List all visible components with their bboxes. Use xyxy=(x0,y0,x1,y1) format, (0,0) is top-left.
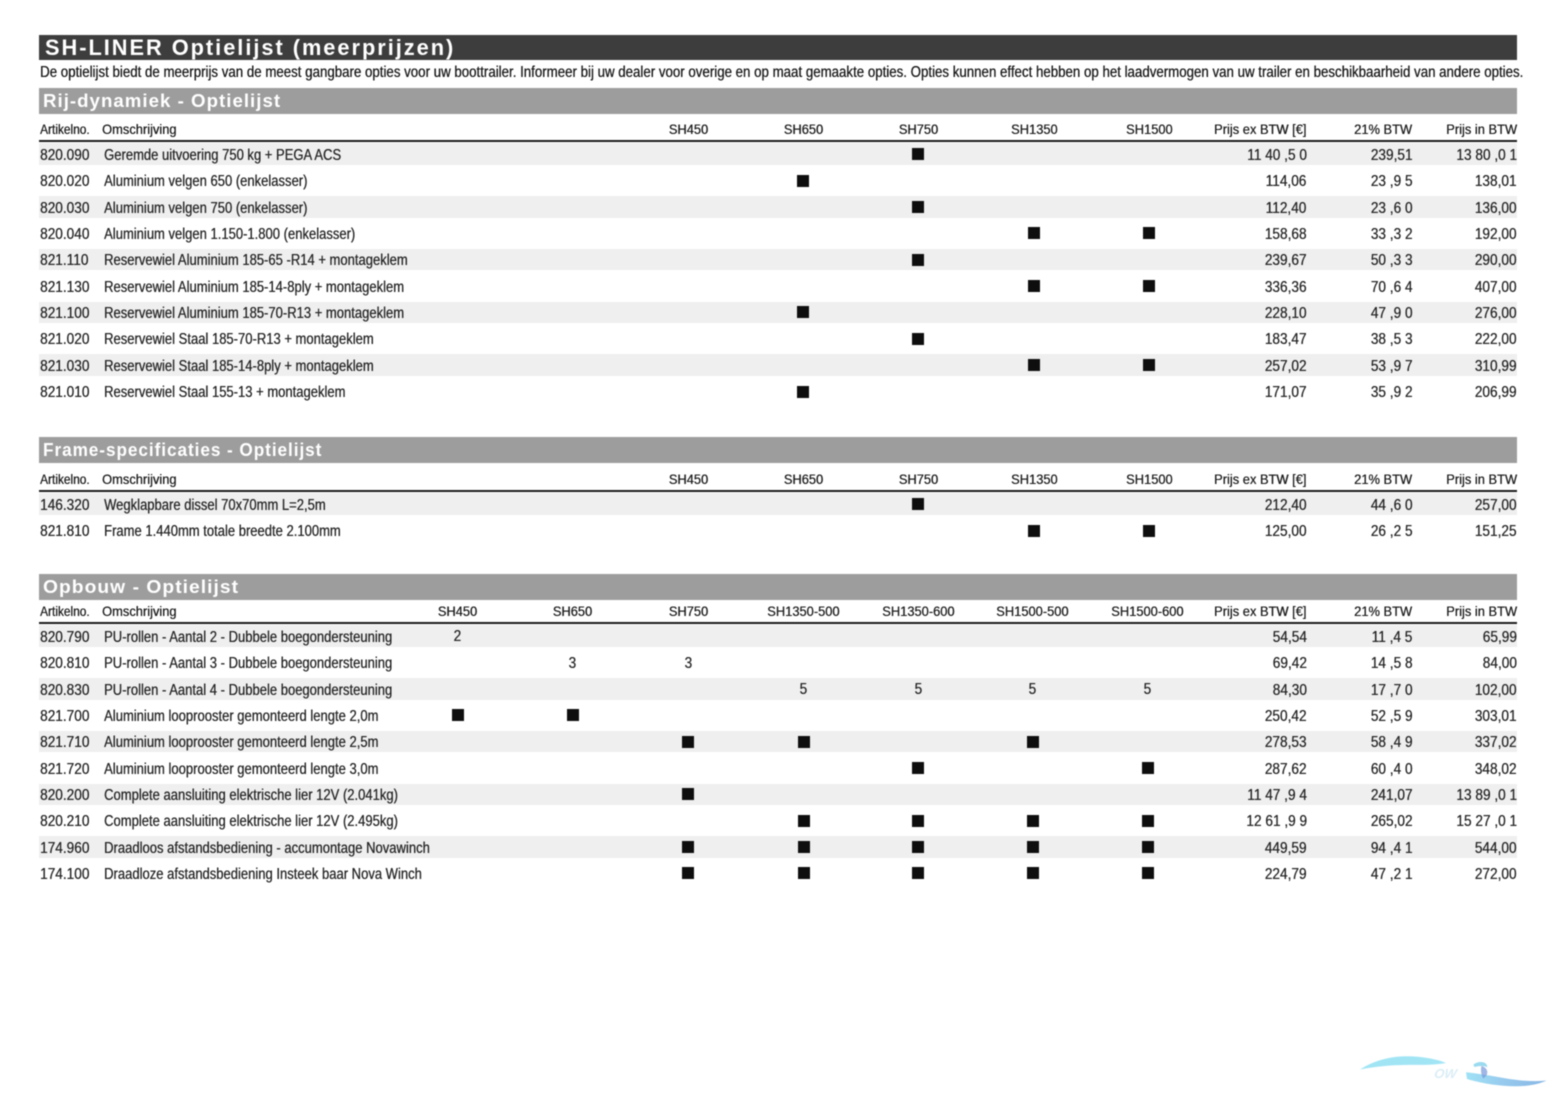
svg-text:OW: OW xyxy=(1433,1066,1459,1081)
